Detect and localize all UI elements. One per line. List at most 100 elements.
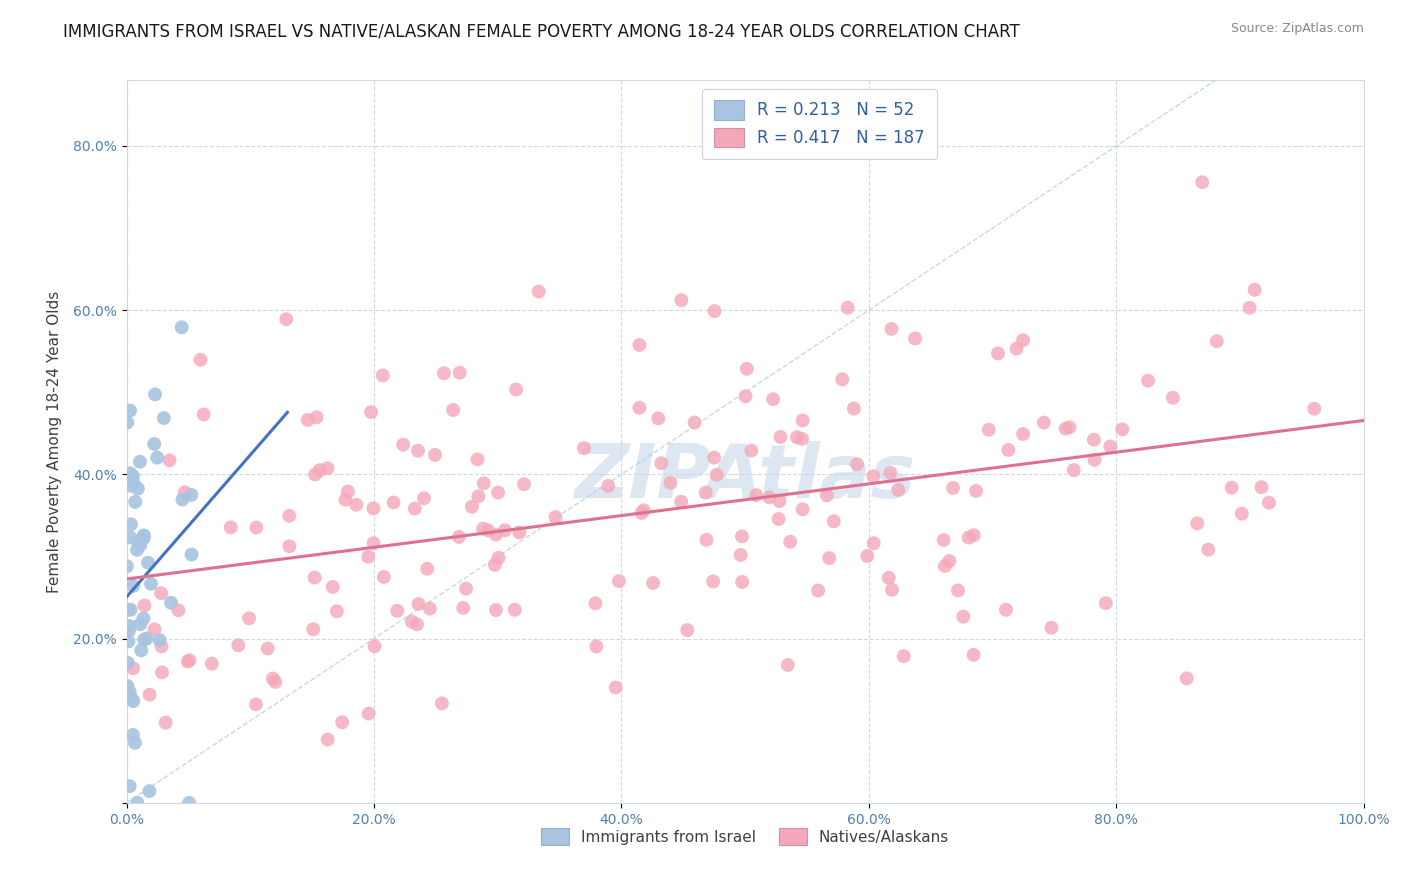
Point	[118, 779, 141, 793]
Point	[371, 368, 394, 383]
Point	[730, 548, 752, 562]
Point	[170, 320, 193, 334]
Point	[308, 463, 330, 477]
Point	[256, 641, 278, 656]
Point	[887, 483, 910, 497]
Point	[776, 658, 799, 673]
Point	[779, 534, 801, 549]
Text: Source: ZipAtlas.com: Source: ZipAtlas.com	[1230, 22, 1364, 36]
Point	[731, 574, 754, 589]
Point	[484, 558, 506, 572]
Point	[238, 611, 260, 625]
Point	[513, 477, 536, 491]
Point	[815, 488, 838, 502]
Point	[485, 527, 508, 541]
Point	[987, 346, 1010, 360]
Point	[117, 634, 139, 648]
Point	[150, 640, 173, 654]
Point	[1187, 516, 1209, 531]
Point	[433, 366, 456, 380]
Point	[406, 617, 429, 632]
Point	[942, 481, 965, 495]
Point	[628, 401, 651, 415]
Point	[159, 453, 181, 467]
Point	[153, 411, 176, 425]
Point	[472, 476, 495, 491]
Point	[650, 456, 672, 470]
Point	[118, 619, 141, 633]
Point	[219, 520, 242, 534]
Point	[150, 665, 173, 680]
Point	[122, 475, 145, 490]
Point	[276, 312, 298, 326]
Point	[139, 576, 162, 591]
Point	[322, 580, 344, 594]
Point	[1111, 422, 1133, 436]
Point	[461, 500, 484, 514]
Point	[264, 674, 287, 689]
Point	[572, 441, 595, 455]
Point	[994, 603, 1017, 617]
Point	[304, 570, 326, 584]
Point	[122, 694, 145, 708]
Point	[120, 478, 142, 492]
Point	[134, 599, 156, 613]
Point	[441, 403, 464, 417]
Point	[360, 405, 382, 419]
Point	[406, 443, 429, 458]
Point	[633, 503, 655, 517]
Point	[302, 622, 325, 636]
Point	[138, 784, 160, 798]
Point	[880, 322, 903, 336]
Point	[167, 603, 190, 617]
Point	[676, 623, 699, 637]
Point	[404, 501, 426, 516]
Point	[683, 416, 706, 430]
Point	[447, 530, 470, 544]
Y-axis label: Female Poverty Among 18-24 Year Olds: Female Poverty Among 18-24 Year Olds	[46, 291, 62, 592]
Point	[769, 430, 792, 444]
Point	[706, 467, 728, 482]
Point	[179, 653, 201, 667]
Point	[842, 401, 865, 416]
Point	[792, 502, 814, 516]
Point	[962, 648, 984, 662]
Point	[201, 657, 224, 671]
Point	[132, 531, 155, 545]
Point	[416, 562, 439, 576]
Point	[363, 536, 385, 550]
Point	[117, 656, 139, 670]
Point	[245, 698, 267, 712]
Point	[180, 548, 202, 562]
Point	[387, 604, 409, 618]
Point	[607, 574, 630, 588]
Point	[245, 520, 267, 534]
Point	[138, 688, 160, 702]
Point	[143, 437, 166, 451]
Point	[149, 633, 172, 648]
Point	[837, 301, 859, 315]
Point	[122, 661, 145, 675]
Point	[262, 672, 284, 686]
Point	[357, 706, 380, 721]
Point	[703, 304, 725, 318]
Point	[472, 522, 495, 536]
Point	[1012, 333, 1035, 347]
Point	[508, 525, 530, 540]
Point	[904, 331, 927, 345]
Point	[1205, 334, 1227, 348]
Text: IMMIGRANTS FROM ISRAEL VS NATIVE/ALASKAN FEMALE POVERTY AMONG 18-24 YEAR OLDS CO: IMMIGRANTS FROM ISRAEL VS NATIVE/ALASKAN…	[63, 22, 1019, 40]
Point	[326, 604, 349, 618]
Point	[228, 638, 250, 652]
Point	[792, 413, 814, 427]
Point	[997, 442, 1019, 457]
Point	[150, 586, 173, 600]
Point	[401, 615, 423, 629]
Point	[122, 579, 145, 593]
Point	[818, 551, 841, 566]
Point	[734, 389, 756, 403]
Point	[136, 556, 159, 570]
Point	[146, 450, 169, 465]
Point	[703, 450, 725, 465]
Point	[419, 601, 441, 615]
